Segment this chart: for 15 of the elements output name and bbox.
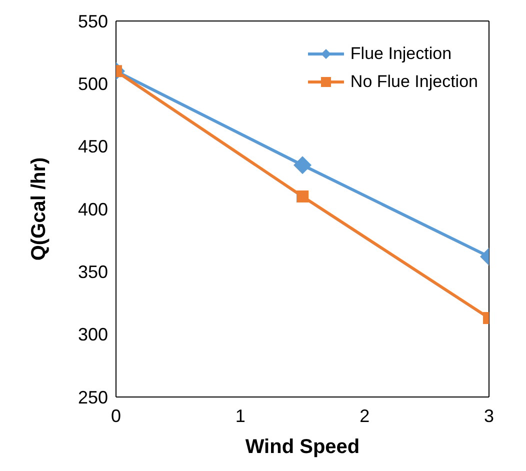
x-tick-label: 2 (360, 406, 370, 426)
y-tick-label: 500 (78, 74, 108, 94)
x-axis-title: Wind Speed (245, 436, 360, 458)
y-tick-label: 300 (78, 324, 108, 345)
y-tick-label: 400 (78, 199, 108, 220)
y-tick-label: 550 (78, 11, 108, 32)
y-tick-label: 350 (78, 262, 108, 282)
x-tick-label: 0 (110, 406, 122, 426)
y-tick-label: 450 (78, 136, 108, 157)
legend-label: Flue Injection (350, 44, 452, 64)
y-tick-label: 250 (78, 387, 108, 408)
y-axis-title: Q(Gcal /hr) (28, 157, 50, 261)
x-tick-label: 3 (484, 406, 494, 426)
x-tick-label: 1 (235, 406, 246, 426)
legend-label: No Flue Injection (350, 72, 478, 92)
